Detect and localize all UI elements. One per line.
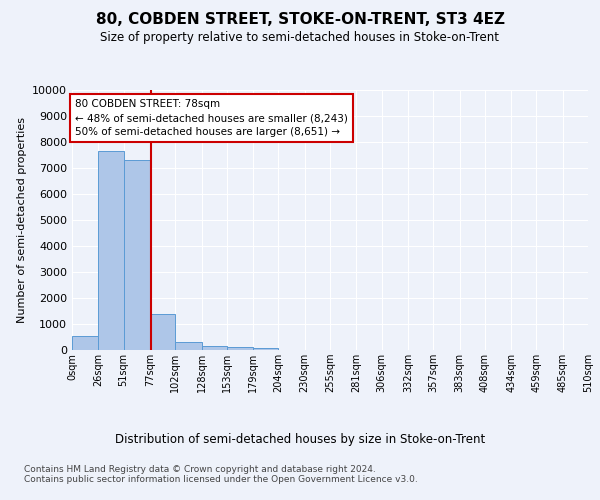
Bar [253, 348, 278, 350]
Bar [98, 151, 124, 350]
Bar [150, 314, 175, 350]
Bar [124, 160, 150, 350]
Bar [202, 346, 227, 350]
Text: Size of property relative to semi-detached houses in Stoke-on-Trent: Size of property relative to semi-detach… [101, 31, 499, 44]
Text: 80 COBDEN STREET: 78sqm
← 48% of semi-detached houses are smaller (8,243)
50% of: 80 COBDEN STREET: 78sqm ← 48% of semi-de… [75, 99, 348, 137]
Bar [72, 336, 98, 350]
Text: 80, COBDEN STREET, STOKE-ON-TRENT, ST3 4EZ: 80, COBDEN STREET, STOKE-ON-TRENT, ST3 4… [95, 12, 505, 28]
Bar [227, 347, 253, 350]
Y-axis label: Number of semi-detached properties: Number of semi-detached properties [17, 117, 26, 323]
Text: Distribution of semi-detached houses by size in Stoke-on-Trent: Distribution of semi-detached houses by … [115, 432, 485, 446]
Text: Contains HM Land Registry data © Crown copyright and database right 2024.
Contai: Contains HM Land Registry data © Crown c… [24, 465, 418, 484]
Bar [175, 342, 202, 350]
